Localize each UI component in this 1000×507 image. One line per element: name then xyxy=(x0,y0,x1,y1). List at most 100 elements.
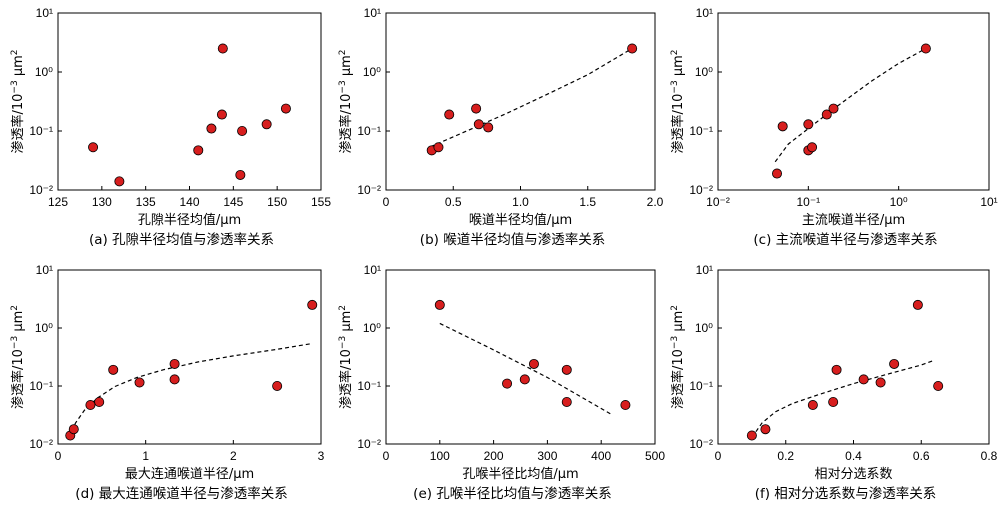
data-point xyxy=(433,142,444,153)
y-tick-label: 10⁰ xyxy=(363,65,381,79)
data-point xyxy=(912,299,923,310)
data-point xyxy=(561,396,572,407)
data-point xyxy=(627,43,638,54)
panel-caption: (b) 喉道半径均值与渗透率关系 xyxy=(420,231,605,248)
data-point xyxy=(746,430,757,441)
y-tick-label: 10⁰ xyxy=(35,65,53,79)
trend-line xyxy=(68,342,313,438)
data-point xyxy=(216,109,227,120)
x-axis-label: 喉道半径均值/μm xyxy=(469,212,572,228)
trend-line xyxy=(774,47,927,163)
plot-frame xyxy=(385,12,656,191)
data-point xyxy=(272,380,283,391)
x-axis-label: 孔喉半径比均值/μm xyxy=(462,466,578,482)
data-point xyxy=(169,374,180,385)
x-tick-label: 0.8 xyxy=(981,449,998,463)
data-point xyxy=(280,103,291,114)
x-tick-label: 300 xyxy=(537,449,557,463)
x-tick-label: 125 xyxy=(48,195,68,209)
data-point xyxy=(68,424,79,435)
data-point xyxy=(831,364,842,375)
y-axis-label: 渗透率/10−3 μm2 xyxy=(670,49,686,153)
x-tick-label: 0.6 xyxy=(913,449,930,463)
trend-line xyxy=(439,322,613,416)
y-tick-label: 10⁻² xyxy=(357,183,381,197)
x-tick-label: 100 xyxy=(430,449,450,463)
x-axis-label: 最大连通喉道半径/μm xyxy=(125,466,254,482)
x-tick-label: 0 xyxy=(55,449,62,463)
data-point xyxy=(237,126,248,137)
data-point xyxy=(473,119,484,130)
y-tick-label: 10⁰ xyxy=(35,321,53,335)
data-point xyxy=(828,396,839,407)
panel-d: 0 1 2 3 10⁻² 10⁻¹ 10⁰ 10¹ 渗透率/10−3 μm2 最大连通喉道半径/μ… xyxy=(10,263,325,502)
plot-frame xyxy=(57,12,322,191)
data-point xyxy=(528,358,539,369)
y-tick-label: 10⁻¹ xyxy=(357,124,381,138)
x-tick-label: 10¹ xyxy=(980,195,997,209)
panel-caption: (d) 最大连通喉道半径与渗透率关系 xyxy=(75,485,287,502)
data-point xyxy=(193,145,204,156)
y-tick-label: 10⁰ xyxy=(695,321,713,335)
data-point xyxy=(235,169,246,180)
x-tick-label: 0 xyxy=(383,195,390,209)
x-tick-label: 0 xyxy=(715,449,722,463)
data-point xyxy=(620,400,631,411)
x-tick-label: 10⁻² xyxy=(706,195,730,209)
data-point xyxy=(444,109,455,120)
y-axis-label: 渗透率/10−3 μm2 xyxy=(670,305,686,409)
data-point xyxy=(803,119,814,130)
x-tick-label: 10⁰ xyxy=(890,195,908,209)
y-tick-label: 10⁻² xyxy=(689,183,713,197)
y-tick-label: 10⁻² xyxy=(29,183,53,197)
x-tick-label: 2 xyxy=(230,449,237,463)
plot-frame xyxy=(717,269,990,445)
x-tick-label: 500 xyxy=(645,449,665,463)
data-point xyxy=(875,377,886,388)
data-point xyxy=(760,424,771,435)
data-point xyxy=(134,377,145,388)
y-tick-label: 10¹ xyxy=(696,263,713,277)
data-point xyxy=(807,142,818,153)
x-tick-label: 155 xyxy=(311,195,331,209)
y-tick-label: 10⁻¹ xyxy=(689,124,713,138)
data-point xyxy=(88,142,99,153)
panel-f: 0 0.2 0.4 0.6 0.8 10⁻² 10⁻¹ 10⁰ 10¹ 渗透率/10−3 μm2 相… xyxy=(670,263,998,502)
x-tick-label: 140 xyxy=(179,195,199,209)
y-tick-label: 10⁻² xyxy=(357,437,381,451)
x-tick-label: 1.0 xyxy=(512,195,529,209)
x-tick-label: 145 xyxy=(223,195,243,209)
y-axis-label: 渗透率/10−3 μm2 xyxy=(10,305,26,409)
data-point xyxy=(933,380,944,391)
panel-caption: (e) 孔喉半径比均值与渗透率关系 xyxy=(413,485,612,502)
data-point xyxy=(85,400,96,411)
data-point xyxy=(114,176,125,187)
plot-frame xyxy=(717,12,990,191)
y-tick-label: 10¹ xyxy=(364,6,381,20)
panel-a: 125 130 135 140 145 150 155 10⁻² 10⁻¹ 10⁰ 10¹ 渗透率/1… xyxy=(10,6,331,248)
x-tick-label: 2.0 xyxy=(647,195,664,209)
trend-line xyxy=(751,359,936,438)
data-point xyxy=(519,374,530,385)
trend-line xyxy=(430,47,633,148)
data-point xyxy=(94,396,105,407)
data-point xyxy=(772,168,783,179)
data-point xyxy=(307,299,318,310)
data-point xyxy=(483,122,494,133)
y-axis-label: 渗透率/10−3 μm2 xyxy=(10,49,26,153)
panel-e: 0 100 200 300 400 500 10⁻² 10⁻¹ 10⁰ 10¹ 渗透率/10−3 μ… xyxy=(338,263,665,502)
x-tick-label: 0.5 xyxy=(445,195,462,209)
data-point xyxy=(434,299,445,310)
y-tick-label: 10⁰ xyxy=(695,65,713,79)
x-axis-label: 孔隙半径均值/μm xyxy=(138,212,241,228)
data-point xyxy=(561,364,572,375)
x-tick-label: 200 xyxy=(484,449,504,463)
x-tick-label: 0.4 xyxy=(845,449,862,463)
x-axis-label: 相对分选系数 xyxy=(814,467,892,482)
panel-caption: (a) 孔隙半径均值与渗透率关系 xyxy=(89,231,274,248)
data-point xyxy=(858,374,869,385)
y-tick-label: 10⁻² xyxy=(29,437,53,451)
panel-caption: (f) 相对分选系数与渗透率关系 xyxy=(755,485,937,502)
y-tick-label: 10⁻¹ xyxy=(29,379,53,393)
